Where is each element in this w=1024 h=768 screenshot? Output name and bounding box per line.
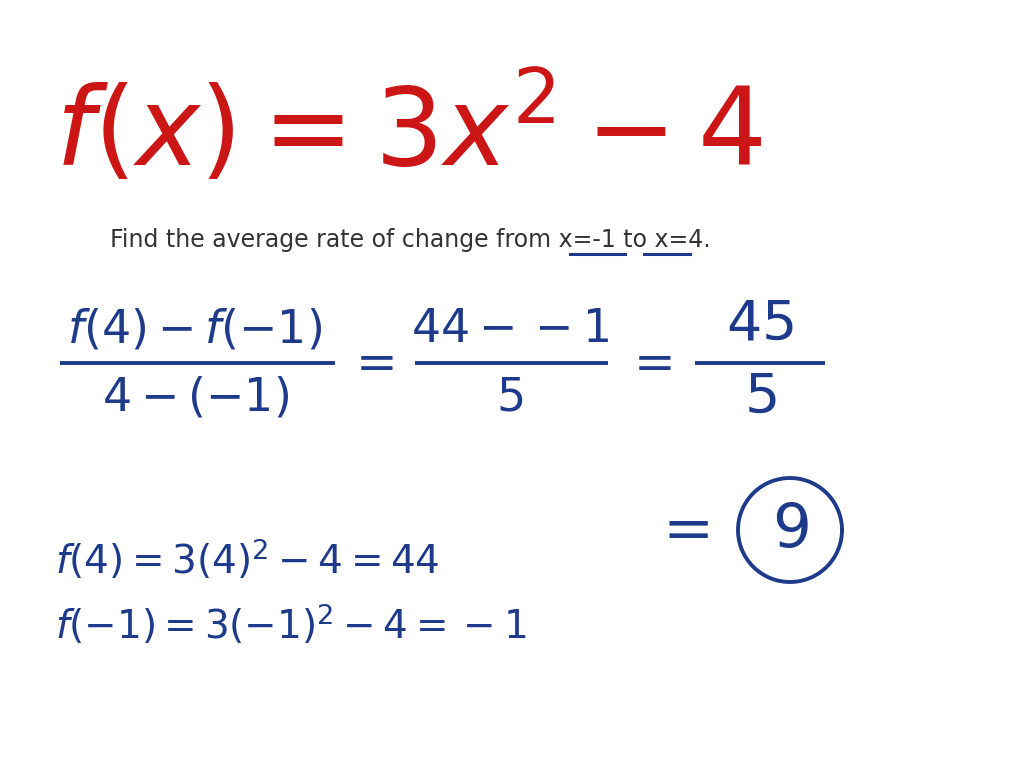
Text: $\mathit{5}$: $\mathit{5}$: [497, 376, 523, 421]
Text: $\mathit{f(x) = 3x^2 - 4}$: $\mathit{f(x) = 3x^2 - 4}$: [55, 71, 762, 188]
Text: $\mathit{9}$: $\mathit{9}$: [772, 501, 808, 560]
Text: $\mathit{44 - -1}$: $\mathit{44 - -1}$: [411, 307, 609, 353]
Text: $\mathit{=}$: $\mathit{=}$: [346, 339, 394, 387]
Text: $\mathit{f(4) = 3(4)^2 - 4 = 44}$: $\mathit{f(4) = 3(4)^2 - 4 = 44}$: [55, 538, 439, 582]
Text: $\mathit{5}$: $\mathit{5}$: [743, 371, 776, 425]
Text: $\mathit{=}$: $\mathit{=}$: [624, 339, 672, 387]
Text: $\mathit{f(-1) = 3(-1)^2 - 4 = -1}$: $\mathit{f(-1) = 3(-1)^2 - 4 = -1}$: [55, 603, 526, 647]
Text: Find the average rate of change from x=-1 to x=4.: Find the average rate of change from x=-…: [110, 228, 711, 252]
Text: $\mathit{f(4) - f(-1)}$: $\mathit{f(4) - f(-1)}$: [68, 307, 323, 353]
Text: $\mathit{45}$: $\mathit{45}$: [726, 298, 794, 352]
Text: $\mathit{=}$: $\mathit{=}$: [650, 501, 710, 560]
Text: $\mathit{4 - (-1)}$: $\mathit{4 - (-1)}$: [101, 376, 289, 421]
